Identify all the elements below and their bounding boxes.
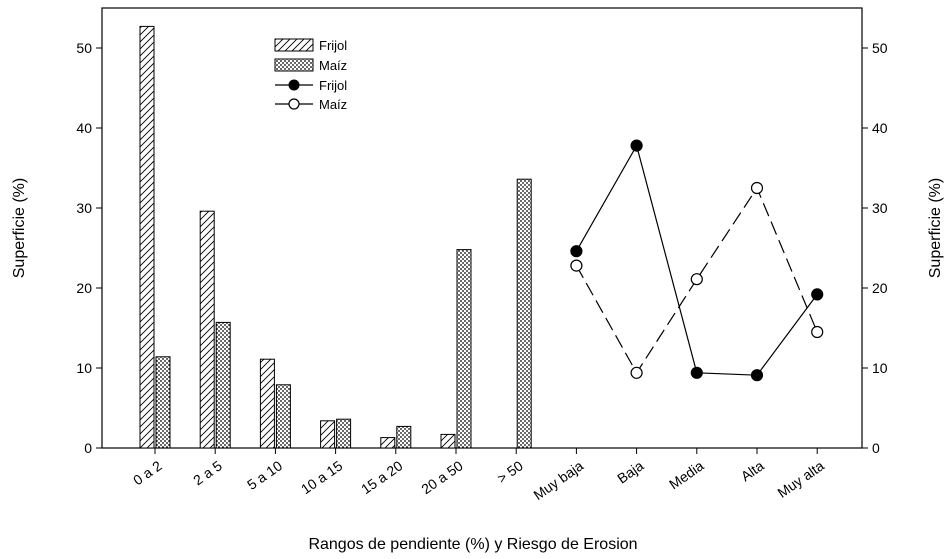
y-tick-label-right: 20 [872, 280, 888, 296]
legend-label-frijol-bar: Frijol [319, 38, 347, 53]
x-tick-label: Alta [738, 457, 767, 484]
y-tick-label-left: 30 [76, 200, 92, 216]
legend-marker-frijol [288, 79, 300, 91]
y-tick-label-left: 20 [76, 280, 92, 296]
x-tick-label: Media [666, 457, 707, 492]
x-axis-label: Rangos de pendiente (%) y Riesgo de Eros… [308, 536, 637, 553]
bar-frijol-4 [380, 437, 396, 449]
x-tick-label: > 50 [494, 457, 526, 486]
bar-maiz-3 [336, 418, 352, 449]
x-tick-label: 15 a 20 [358, 457, 406, 497]
x-tick-label: 20 a 50 [418, 457, 466, 497]
y-tick-label-right: 40 [872, 120, 888, 136]
legend: Frijol Maíz Frijol Maíz [274, 38, 347, 112]
point-maiz-0 [570, 259, 583, 272]
y-tick-label-left: 0 [84, 440, 92, 456]
bar-maiz-2 [275, 384, 291, 449]
legend-label-maiz-line: Maíz [319, 97, 347, 112]
legend-marker-maiz [288, 98, 300, 110]
x-tick-label: Muy alta [774, 457, 827, 501]
x-tick-label: 0 a 2 [130, 457, 165, 488]
line-series [570, 139, 824, 382]
y-axis-label-left: Superficie (%) [11, 178, 28, 278]
bar-frijol-1 [199, 210, 215, 449]
bar-maiz-0 [155, 356, 171, 449]
bars [139, 25, 532, 449]
line-frijol [575, 144, 818, 376]
x-tick-label: 2 a 5 [190, 457, 225, 488]
bar-frijol-3 [320, 420, 336, 449]
x-tick-label: 10 a 15 [298, 457, 346, 497]
y-axis-label-right: Superficie (%) [927, 178, 944, 278]
point-frijol-0 [570, 245, 583, 258]
bar-frijol-2 [259, 358, 275, 449]
legend-label-frijol-line: Frijol [319, 78, 347, 93]
bar-maiz-1 [215, 321, 231, 449]
bar-frijol-0 [139, 25, 155, 449]
point-maiz-3 [750, 181, 764, 195]
line-maiz [575, 186, 818, 374]
y-tick-label-left: 10 [76, 360, 92, 376]
point-frijol-3 [750, 369, 764, 382]
y-tick-label-left: 40 [76, 120, 92, 136]
point-frijol-4 [811, 288, 824, 301]
legend-swatch-maiz-bar [274, 58, 314, 72]
y-tick-label-right: 50 [872, 40, 888, 56]
axes: 0 0 10 10 20 20 30 30 40 40 50 50 0 a 2 2 a 5 5 a 10 10… [76, 40, 887, 503]
y-tick-label-right: 30 [872, 200, 888, 216]
bar-maiz-4 [396, 425, 412, 449]
bar-frijol-5 [440, 433, 456, 449]
x-tick-label: 5 a 10 [244, 457, 285, 493]
plot-frame [101, 7, 863, 449]
y-tick-label-right: 0 [872, 440, 880, 456]
y-tick-label-left: 50 [76, 40, 92, 56]
x-tick-label: Muy baja [530, 457, 586, 503]
x-tick-label: Baja [614, 457, 646, 486]
legend-swatch-frijol-bar [274, 38, 314, 52]
bar-maiz-5 [456, 249, 472, 449]
point-maiz-4 [811, 325, 824, 339]
point-frijol-1 [630, 139, 643, 152]
y-tick-label-right: 10 [872, 360, 888, 376]
point-maiz-1 [630, 366, 643, 379]
point-frijol-2 [690, 366, 703, 379]
point-maiz-2 [690, 273, 703, 286]
bar-maiz-6 [516, 178, 532, 449]
legend-label-maiz-bar: Maíz [319, 58, 347, 73]
